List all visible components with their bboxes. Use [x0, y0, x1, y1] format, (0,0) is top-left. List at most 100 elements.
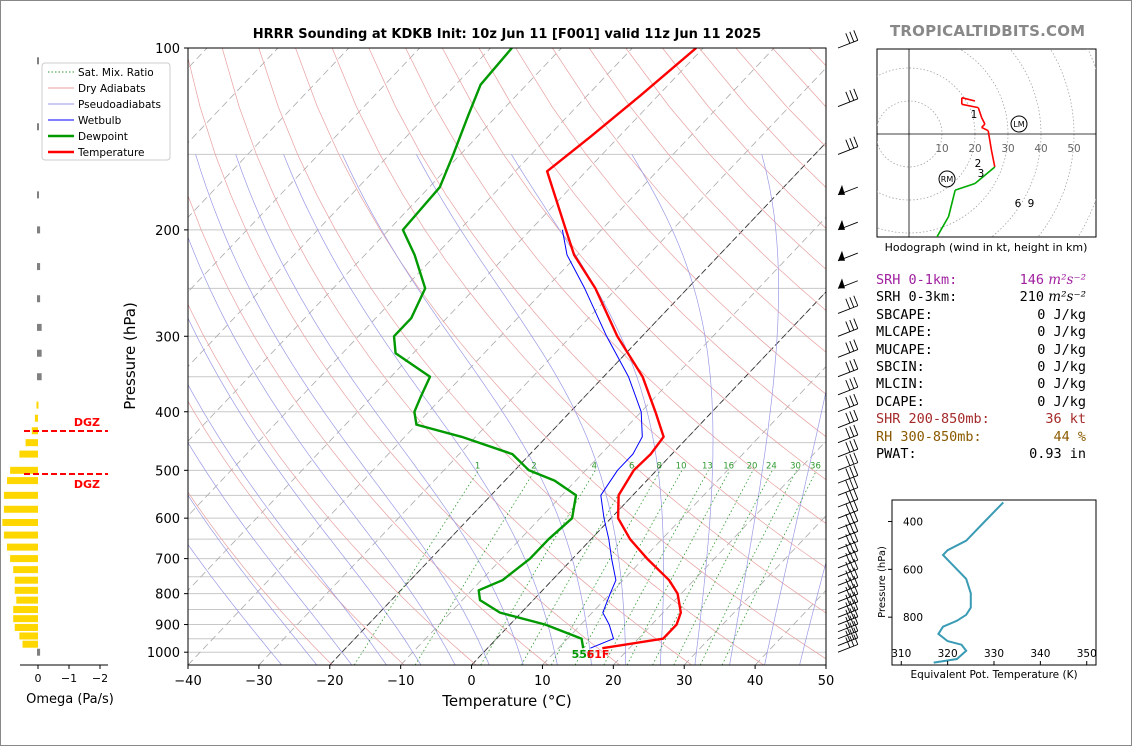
dry-adiabat: [188, 194, 549, 665]
barb-staff: [837, 609, 858, 618]
param-label: SRH 0-3km:: [876, 289, 958, 306]
barb-feather: [849, 542, 855, 553]
mixing-ratio-line: [699, 470, 797, 665]
dry-adiabat: [331, 48, 826, 614]
barb-feather: [849, 532, 855, 544]
omega-bar: [14, 576, 38, 584]
barb-staff: [837, 462, 858, 471]
y-tick-label: 800: [155, 588, 180, 603]
barb-feather: [853, 634, 859, 645]
barb-feather: [845, 455, 851, 466]
hodograph-segment: [980, 117, 986, 125]
barb-feather: [853, 465, 859, 476]
hodograph-ring-label: 10: [935, 143, 948, 155]
omega-axis-label: Omega (Pa/s): [26, 692, 114, 707]
y-tick-label: 500: [155, 464, 180, 479]
y-tick-label: 100: [155, 42, 180, 57]
pseudoadiabat: [283, 154, 558, 665]
hodograph-height-mark: 6: [1015, 198, 1022, 210]
wind-barb: [837, 613, 859, 633]
pseudoadiabat: [188, 317, 422, 665]
x-tick-label: 40: [747, 674, 764, 689]
pseudoadiabat: [729, 154, 779, 665]
omega-bar: [37, 57, 39, 65]
barb-flag: [838, 219, 845, 230]
param-unit: m²s⁻²: [1044, 272, 1086, 288]
pseudoadiabat: [188, 543, 282, 665]
wind-barb: [837, 620, 859, 640]
barb-feather: [845, 342, 851, 353]
barb-feather: [845, 321, 851, 332]
hodograph-segment: [987, 130, 993, 151]
theta-e-panel: 310 320 330 340 350 400 600 800 Equivalent Pot. …: [877, 499, 1097, 681]
barb-feather: [845, 139, 851, 150]
omega-bar: [19, 632, 38, 640]
legend-label: Dewpoint: [78, 131, 128, 143]
mixing-ratio-label: 10: [676, 461, 687, 471]
isotherm: [188, 48, 562, 442]
barb-staff: [837, 593, 858, 603]
barb-feather: [849, 600, 855, 612]
mixing-ratio-label: 2: [531, 461, 536, 471]
freezing-isotherm: [471, 291, 826, 665]
barb-feather: [853, 358, 859, 370]
barb-feather: [849, 501, 855, 513]
param-label: SBCAPE:: [876, 306, 933, 323]
omega-tick-label: −1: [61, 672, 77, 685]
temperature-trace: [545, 48, 697, 650]
param-value-number: 0.93 in: [1029, 445, 1086, 462]
param-row: MLCIN: 0 J/kg: [876, 376, 1096, 393]
param-value: 36 kt: [1045, 411, 1086, 427]
dry-adiabat: [441, 48, 826, 481]
barb-feather: [853, 558, 859, 570]
barb-feather: [845, 594, 851, 606]
barb-staff: [837, 601, 858, 610]
barb-feather: [845, 616, 851, 628]
hodograph-height-mark: 3: [978, 168, 985, 180]
omega-bar: [37, 648, 41, 656]
omega-bar: [7, 477, 38, 485]
wind-barb: [837, 376, 859, 396]
mixing-ratio-line: [521, 470, 634, 665]
wind-barb: [837, 250, 858, 262]
hodograph-height-mark: 1: [971, 109, 978, 121]
theta-e-y-tick-label: 800: [903, 612, 923, 624]
omega-bar: [37, 295, 41, 303]
pseudoadiabat: [188, 494, 318, 665]
omega-bar: [19, 450, 38, 458]
isotherm: [188, 48, 775, 665]
brand-watermark: TROPICALTIDBITS.COM: [890, 22, 1086, 40]
dry-adiabat: [188, 400, 405, 665]
barb-staff: [837, 403, 858, 413]
barb-staff: [837, 434, 858, 444]
surface-temperature-label: 61F: [587, 648, 610, 661]
theta-e-x-axis-label: Equivalent Pot. Temperature (K): [910, 669, 1077, 681]
mixing-ratio-line: [652, 470, 754, 665]
param-label: MLCAPE:: [876, 324, 933, 341]
barb-feather: [849, 360, 855, 371]
y-tick-label: 600: [155, 512, 180, 527]
barb-feather: [845, 298, 851, 309]
omega-bar: [13, 606, 38, 614]
barb-feather: [845, 561, 851, 573]
barb-feather: [853, 409, 859, 421]
barb-feather: [849, 490, 855, 501]
pseudoadiabat: [764, 389, 826, 665]
omega-bar: [7, 543, 38, 551]
barb-staff: [837, 386, 858, 396]
dry-adiabat: [405, 48, 826, 524]
barb-flag: [838, 278, 845, 289]
barb-feather: [845, 623, 851, 635]
hodograph-plot: 10 20 30 40 50 1 23 6 9 LM RM: [877, 49, 1096, 237]
barb-feather: [845, 379, 851, 391]
dry-adiabat: [258, 48, 764, 665]
isotherm: [188, 48, 633, 517]
dry-adiabat: [188, 491, 333, 665]
barb-feather: [853, 339, 859, 350]
param-unit: m²s⁻²: [1044, 289, 1086, 306]
param-row: DCAPE: 0 J/kg: [876, 394, 1096, 411]
hodograph-ring-label: 50: [1067, 143, 1080, 155]
barb-feather: [853, 376, 859, 388]
barb-staff: [837, 349, 858, 358]
wind-barb: [837, 438, 859, 458]
